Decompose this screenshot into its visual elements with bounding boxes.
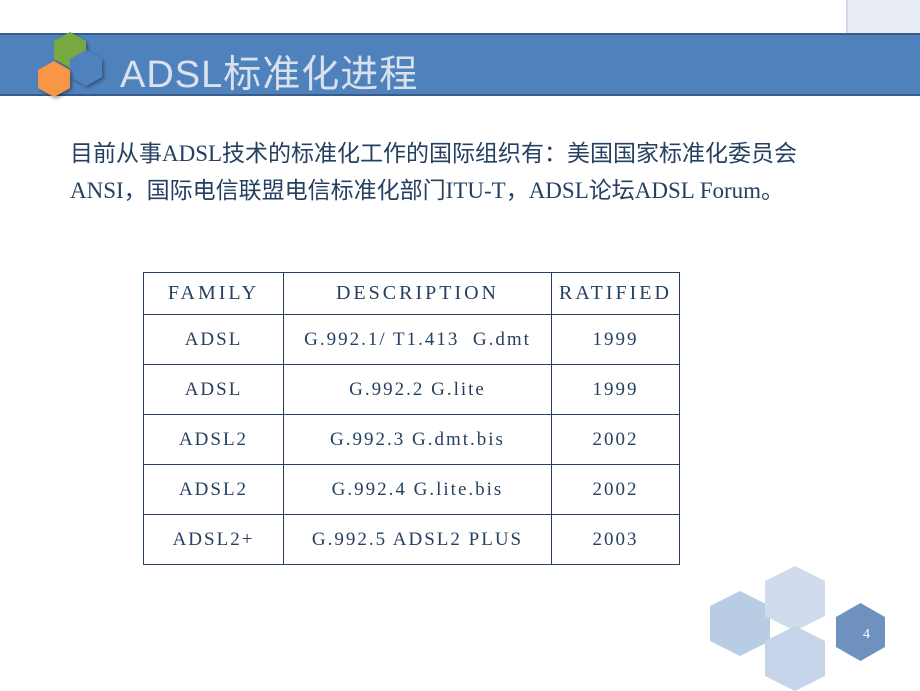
table-header-row: FAMILY DESCRIPTION RATIFIED (144, 273, 680, 315)
table-row: ADSL G.992.1/ T1.413 G.dmt 1999 (144, 315, 680, 365)
col-family: FAMILY (144, 273, 284, 315)
cell-ratified: 2002 (552, 465, 680, 515)
table-row: ADSL G.992.2 G.lite 1999 (144, 365, 680, 415)
col-ratified: RATIFIED (552, 273, 680, 315)
cell-ratified: 2002 (552, 415, 680, 465)
page-number: 4 (863, 627, 870, 643)
cell-family: ADSL (144, 365, 284, 415)
cell-family: ADSL (144, 315, 284, 365)
standards-table: FAMILY DESCRIPTION RATIFIED ADSL G.992.1… (143, 272, 680, 565)
cell-family: ADSL2+ (144, 515, 284, 565)
table-row: ADSL2+ G.992.5 ADSL2 PLUS 2003 (144, 515, 680, 565)
cell-ratified: 1999 (552, 365, 680, 415)
cell-description: G.992.2 G.lite (284, 365, 552, 415)
cell-ratified: 2003 (552, 515, 680, 565)
table-row: ADSL2 G.992.3 G.dmt.bis 2002 (144, 415, 680, 465)
cell-family: ADSL2 (144, 415, 284, 465)
side-strip (846, 0, 920, 35)
intro-paragraph: 目前从事ADSL技术的标准化工作的国际组织有：美国国家标准化委员会ANSI，国际… (70, 136, 850, 210)
cell-description: G.992.5 ADSL2 PLUS (284, 515, 552, 565)
cell-description: G.992.4 G.lite.bis (284, 465, 552, 515)
cell-description: G.992.1/ T1.413 G.dmt (284, 315, 552, 365)
cell-description: G.992.3 G.dmt.bis (284, 415, 552, 465)
table-row: ADSL2 G.992.4 G.lite.bis 2002 (144, 465, 680, 515)
logo-hexagons (24, 30, 114, 110)
cell-family: ADSL2 (144, 465, 284, 515)
col-description: DESCRIPTION (284, 273, 552, 315)
title-bar: ADSL标准化进程 (0, 33, 920, 96)
slide-title: ADSL标准化进程 (120, 43, 418, 98)
decorative-hexagons (700, 561, 850, 691)
cell-ratified: 1999 (552, 315, 680, 365)
